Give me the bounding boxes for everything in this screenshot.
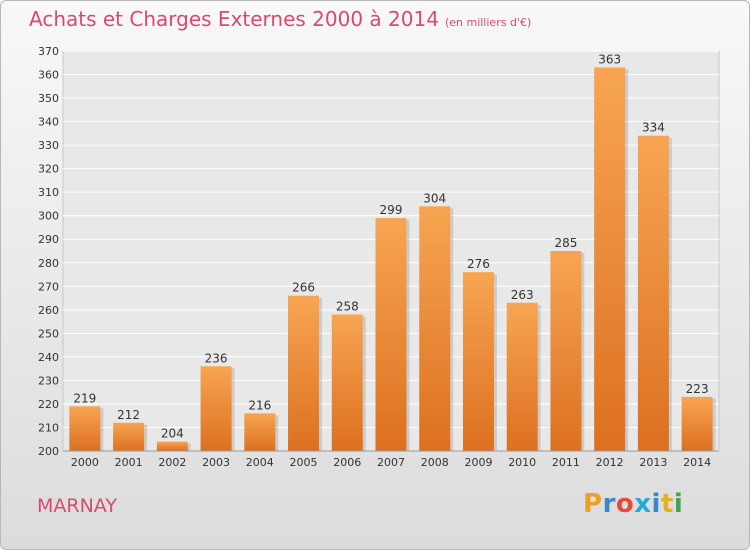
data-label: 204 — [161, 427, 184, 441]
data-label: 285 — [554, 236, 577, 250]
x-tick-label: 2010 — [508, 456, 536, 469]
x-tick-label: 2011 — [552, 456, 580, 469]
x-tick-label: 2013 — [639, 456, 667, 469]
data-label: 363 — [598, 52, 621, 66]
place-name: MARNAY — [37, 495, 117, 517]
data-label: 266 — [292, 281, 315, 295]
y-tick-label: 230 — [38, 374, 59, 387]
x-tick-label: 2006 — [333, 456, 361, 469]
chart-title-text: Achats et Charges Externes 2000 à 2014 — [29, 7, 439, 31]
data-label: 276 — [467, 257, 490, 271]
bar — [375, 218, 407, 451]
y-tick-label: 270 — [38, 280, 59, 293]
logo-letter: i — [673, 489, 684, 519]
x-tick-label: 2005 — [290, 456, 318, 469]
bar — [550, 251, 582, 451]
data-label: 223 — [686, 382, 709, 396]
data-label: 263 — [511, 288, 534, 302]
bar — [200, 366, 232, 451]
data-label: 236 — [205, 351, 228, 365]
logo-letter: r — [602, 489, 616, 519]
data-label: 334 — [642, 121, 665, 135]
bar — [288, 295, 320, 451]
y-tick-label: 200 — [38, 445, 59, 458]
bar — [637, 135, 669, 452]
logo-letter: x — [634, 489, 652, 519]
y-tick-label: 330 — [38, 139, 59, 152]
x-tick-label: 2001 — [115, 456, 143, 469]
logo-letter: t — [660, 489, 674, 519]
x-tick-label: 2009 — [464, 456, 492, 469]
y-tick-label: 240 — [38, 351, 59, 364]
x-tick-label: 2007 — [377, 456, 405, 469]
x-tick-label: 2000 — [71, 456, 99, 469]
y-tick-label: 360 — [38, 69, 59, 82]
y-tick-label: 290 — [38, 233, 59, 246]
y-tick-label: 310 — [38, 186, 59, 199]
data-label: 304 — [423, 191, 446, 205]
x-tick-label: 2008 — [421, 456, 449, 469]
x-tick-label: 2003 — [202, 456, 230, 469]
logo-letter: P — [583, 489, 603, 519]
y-tick-label: 300 — [38, 210, 59, 223]
data-label: 212 — [117, 408, 140, 422]
chart-title: Achats et Charges Externes 2000 à 2014 (e… — [29, 7, 531, 31]
y-tick-label: 220 — [38, 398, 59, 411]
bar — [156, 441, 188, 451]
bar — [113, 422, 145, 451]
data-label: 258 — [336, 300, 359, 314]
logo-letter: o — [615, 489, 635, 519]
bar — [681, 396, 713, 451]
y-tick-label: 210 — [38, 421, 59, 434]
bar — [594, 67, 626, 452]
x-tick-label: 2014 — [683, 456, 711, 469]
x-tick-label: 2002 — [158, 456, 186, 469]
y-tick-label: 370 — [38, 45, 59, 58]
y-tick-label: 340 — [38, 116, 59, 129]
y-tick-label: 260 — [38, 304, 59, 317]
bar — [462, 272, 494, 451]
x-tick-label: 2012 — [596, 456, 624, 469]
bar — [69, 406, 101, 451]
data-label: 219 — [73, 391, 96, 405]
data-label: 216 — [248, 398, 271, 412]
bar — [331, 314, 363, 451]
x-tick-label: 2004 — [246, 456, 274, 469]
y-tick-label: 350 — [38, 92, 59, 105]
y-tick-label: 280 — [38, 257, 59, 270]
chart-subtitle: (en milliers d'€) — [444, 16, 532, 29]
proxiti-logo: Proxiti — [583, 489, 683, 519]
bar — [506, 302, 538, 451]
logo-letter: i — [651, 489, 661, 519]
bar — [419, 206, 451, 451]
data-label: 299 — [380, 203, 403, 217]
bar — [244, 413, 276, 451]
y-tick-label: 320 — [38, 163, 59, 176]
y-tick-label: 250 — [38, 327, 59, 340]
